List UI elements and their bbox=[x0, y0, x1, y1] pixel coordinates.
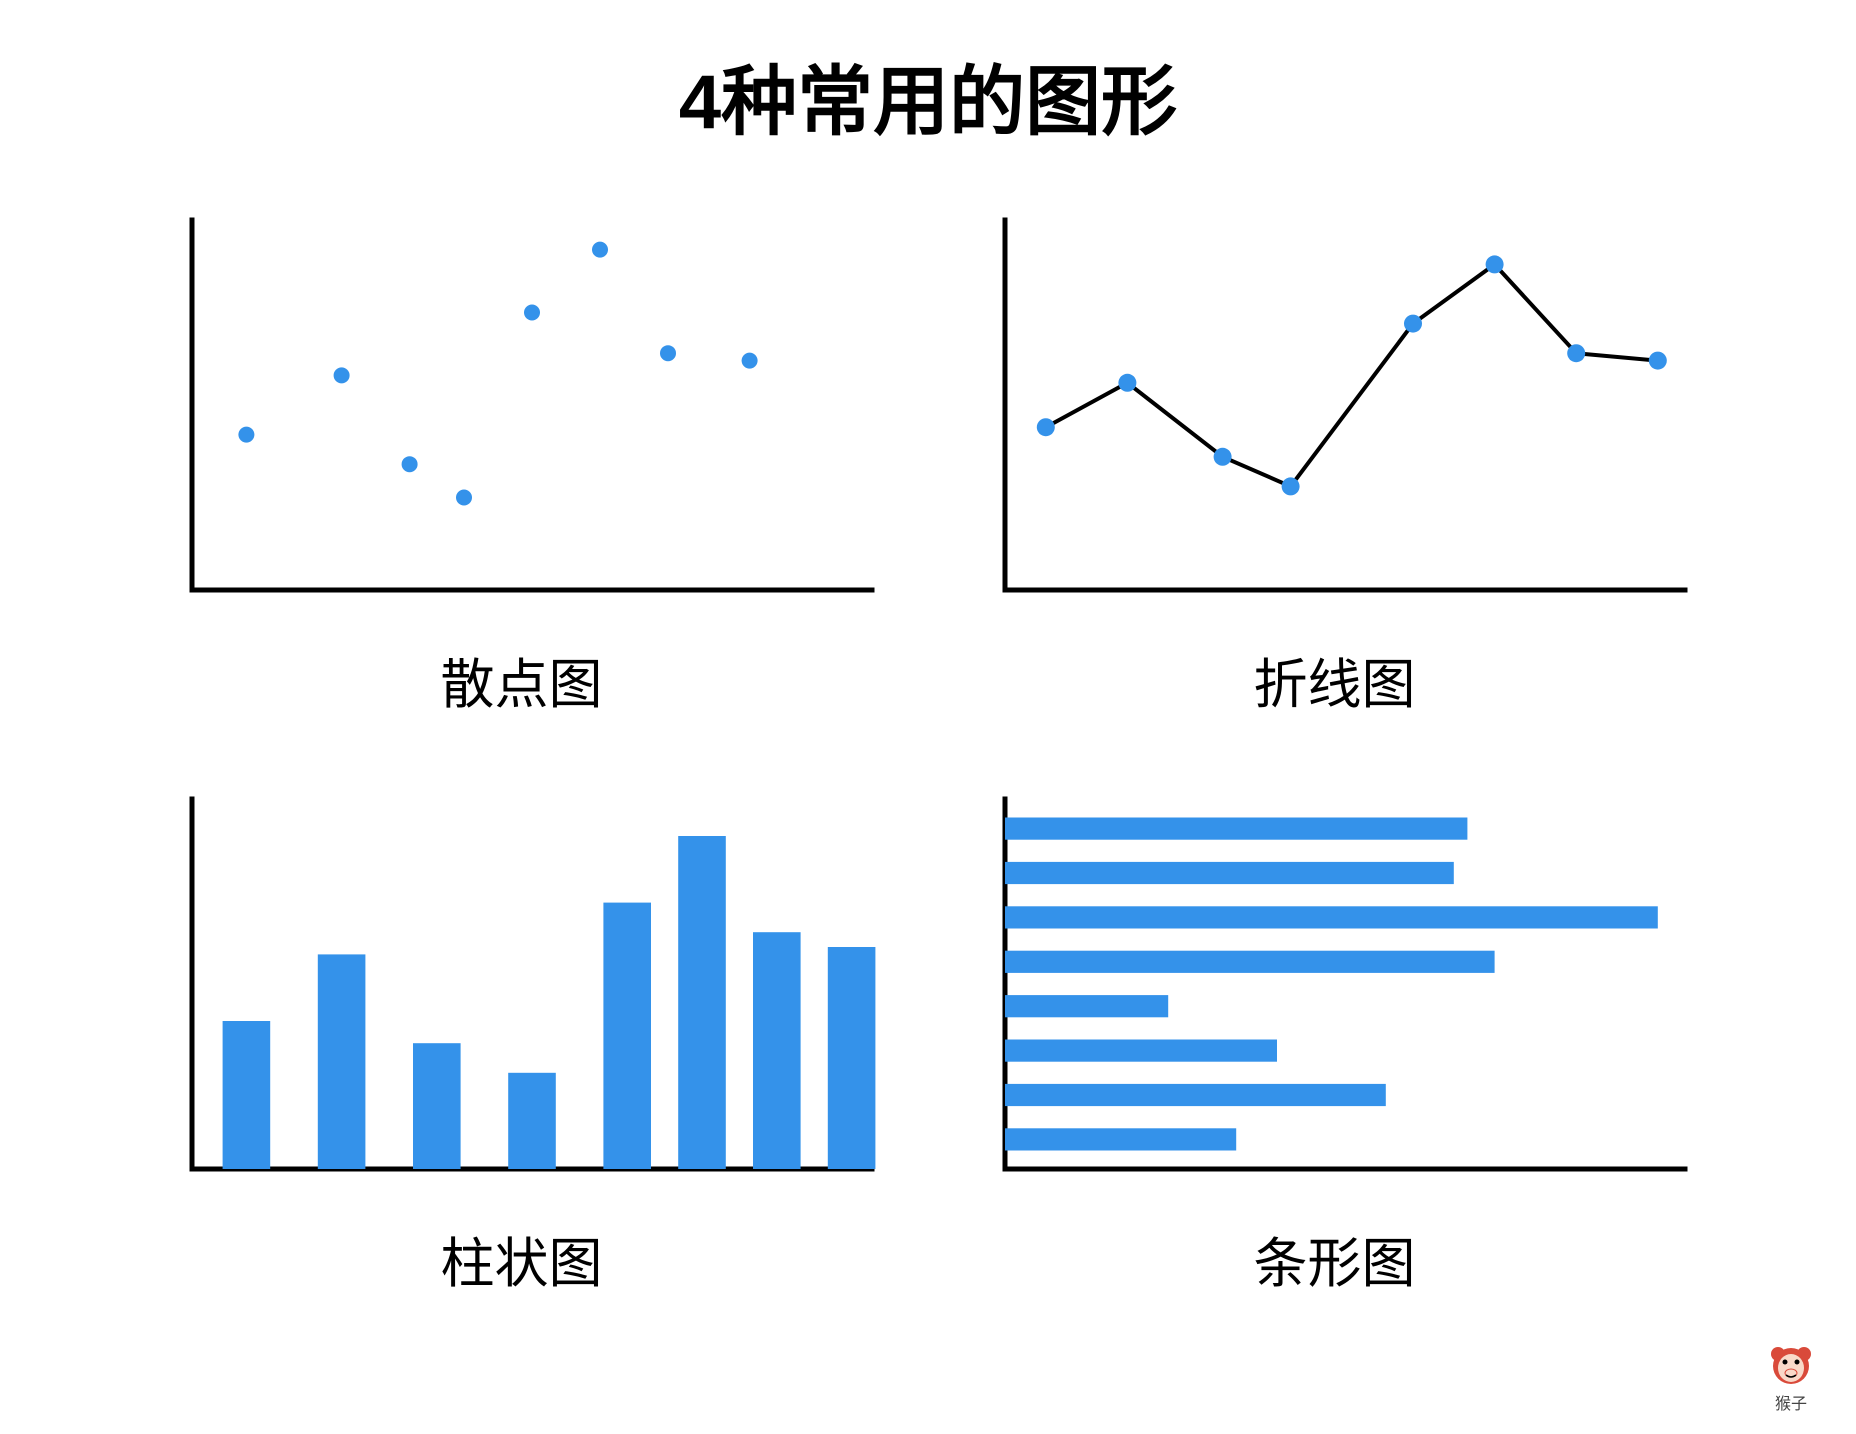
bar-chart-block: 柱状图 bbox=[160, 789, 883, 1298]
hbar-chart bbox=[975, 789, 1695, 1199]
hbar-chart-block: 条形图 bbox=[973, 789, 1696, 1298]
scatter-label: 散点图 bbox=[441, 640, 603, 719]
chart-grid: 散点图 折线图 柱状图 条形图 bbox=[0, 210, 1856, 1298]
monkey-logo: 猴子 bbox=[1766, 1340, 1816, 1414]
logo-text: 猴子 bbox=[1775, 1396, 1807, 1413]
scatter-chart-block: 散点图 bbox=[160, 210, 883, 719]
line-label: 折线图 bbox=[1254, 640, 1416, 719]
line-chart-block: 折线图 bbox=[973, 210, 1696, 719]
bar-label: 柱状图 bbox=[441, 1219, 603, 1298]
bar-chart bbox=[162, 789, 882, 1199]
page-title: 4种常用的图形 bbox=[0, 40, 1856, 150]
hbar-label: 条形图 bbox=[1254, 1219, 1416, 1298]
scatter-chart bbox=[162, 210, 882, 620]
line-chart bbox=[975, 210, 1695, 620]
monkey-icon bbox=[1766, 1340, 1816, 1390]
